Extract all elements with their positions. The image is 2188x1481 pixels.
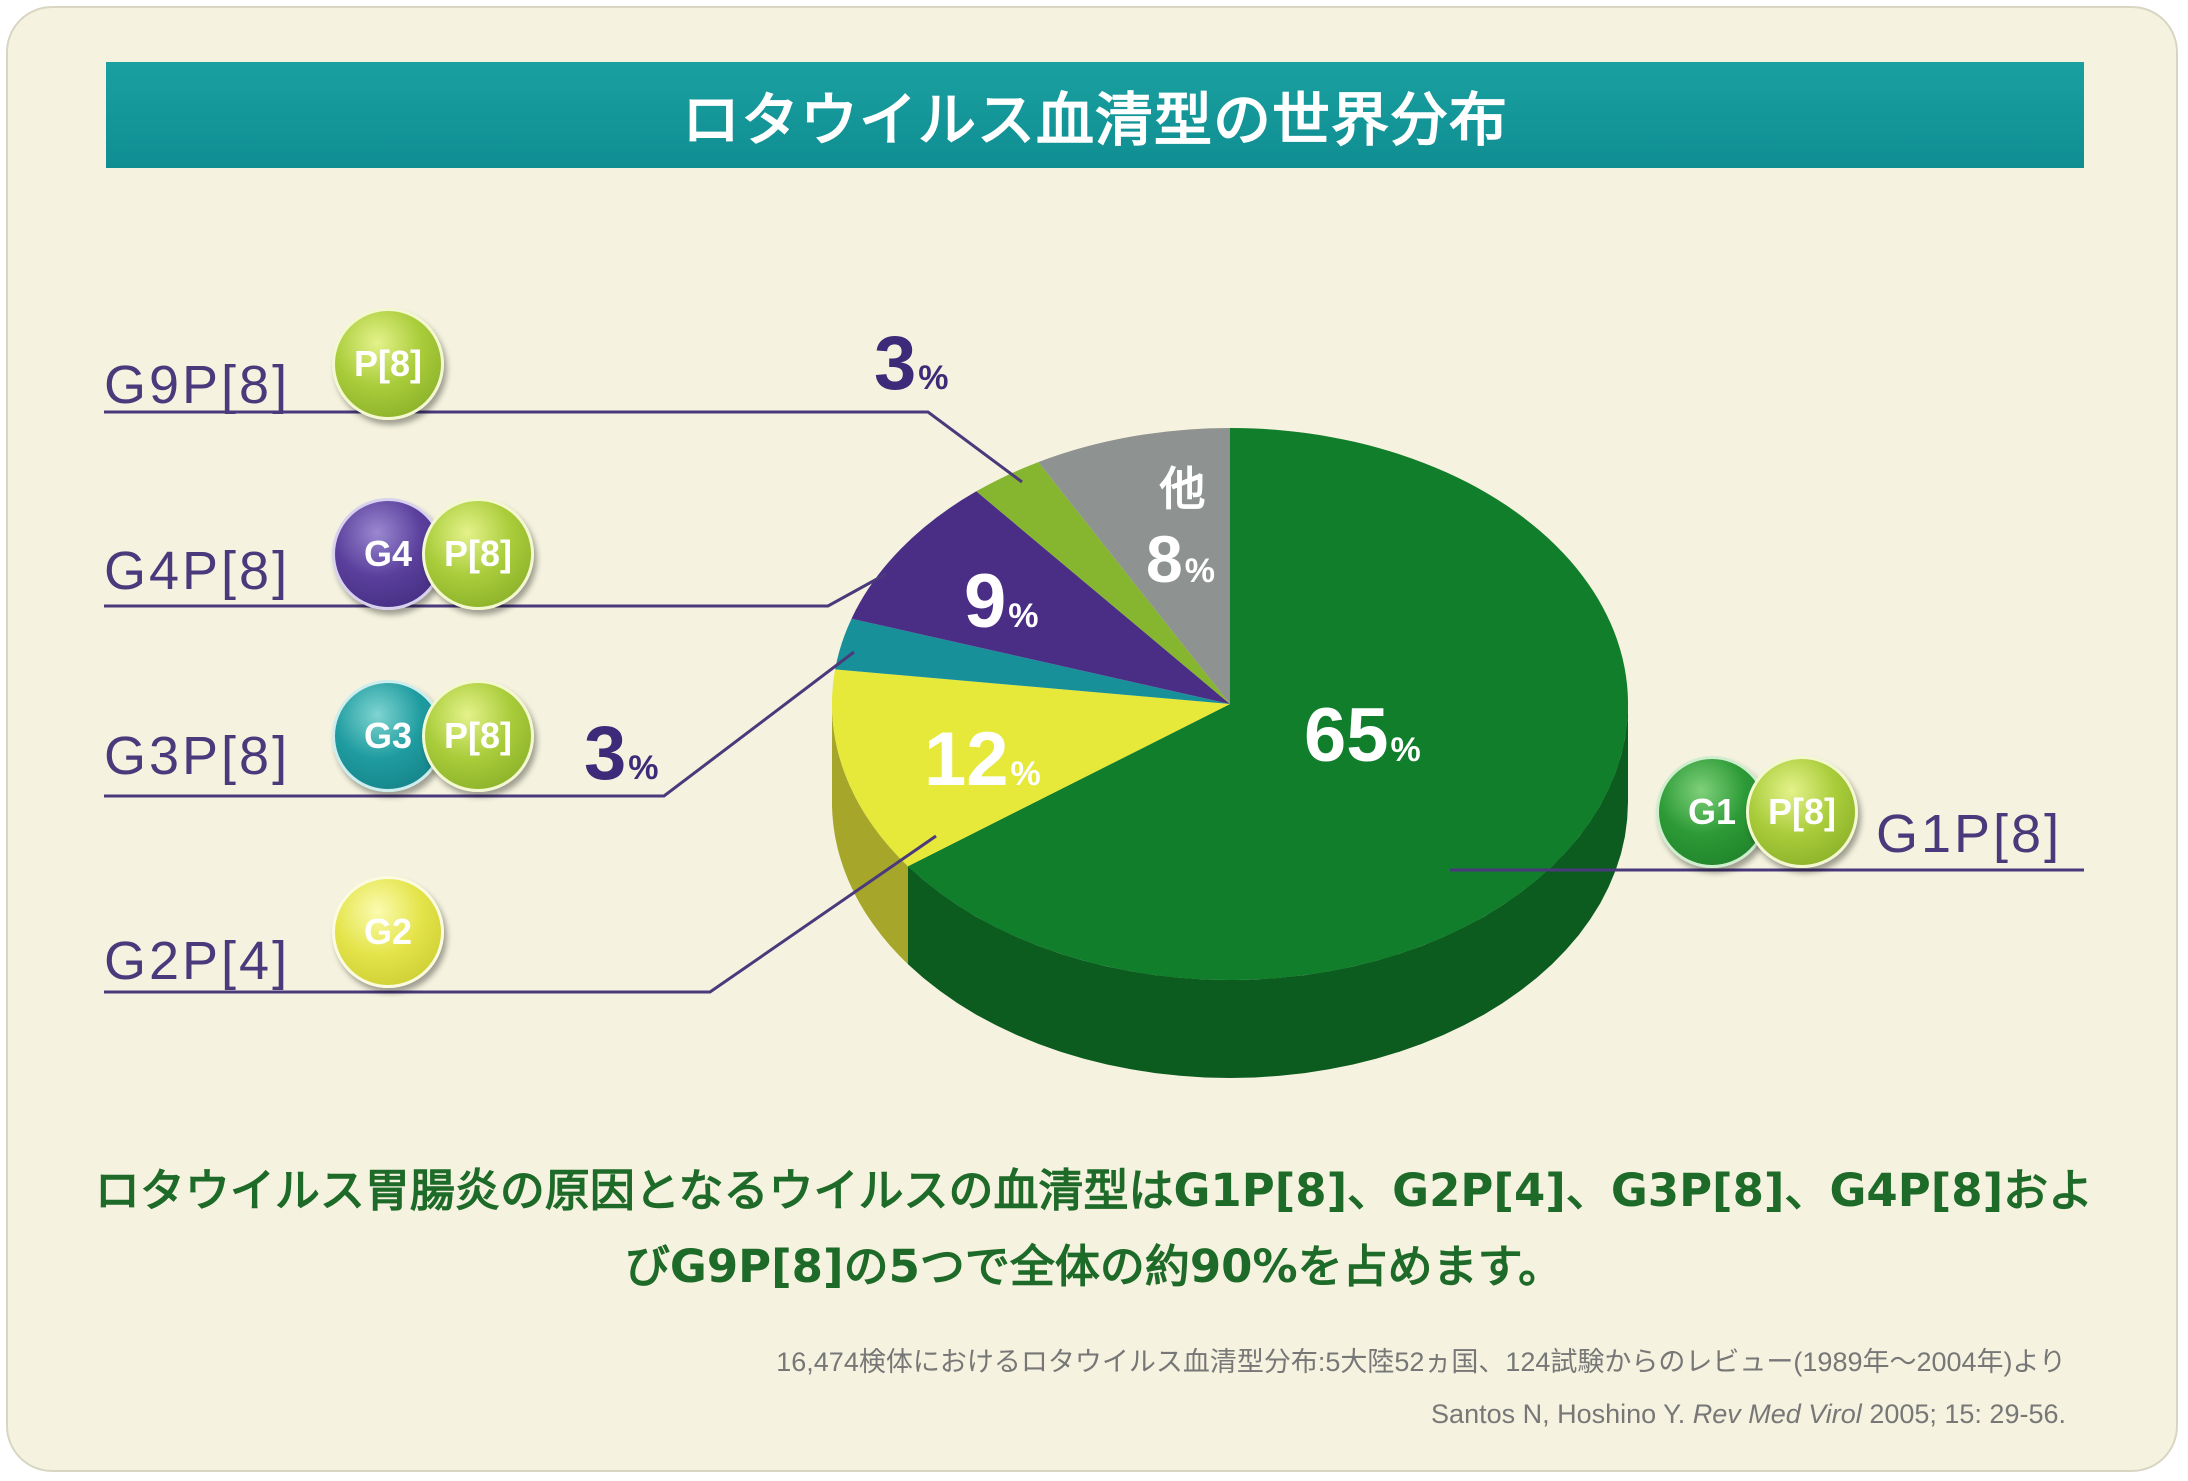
source-journal: Rev Med Virol: [1692, 1399, 1862, 1429]
pct-g9p8-value: 3: [874, 321, 917, 406]
pct-g2p4-unit: %: [1010, 755, 1041, 793]
pct-g2p4-value: 12: [924, 717, 1009, 802]
pie-slice-g9p8: [976, 462, 1230, 704]
label-g9p8: G9P[8]: [104, 355, 291, 415]
pie-slice-other: [1038, 428, 1230, 704]
pct-g4p8-value: 9: [964, 559, 1007, 644]
badge-g4p8-p8: P[8]: [422, 498, 534, 610]
pie-slice-g2p4: [831, 669, 1230, 867]
pct-other: 他 8%: [1146, 466, 1215, 592]
pct-g1p8: 65%: [1304, 698, 1421, 774]
source-authors: Santos N, Hoshino Y.: [1431, 1399, 1686, 1429]
label-g3p8: G3P[8]: [104, 726, 291, 786]
pct-g1p8-value: 65: [1304, 693, 1389, 778]
pct-other-unit: %: [1184, 552, 1215, 590]
pie-top: [831, 427, 1629, 980]
summary-line-2: びG9P[8]の5つで全体の約90%を占めます。: [624, 1240, 1564, 1293]
label-g2p4: G2P[4]: [104, 931, 291, 991]
pct-g4p8: 9%: [964, 564, 1039, 640]
pct-g2p4: 12%: [924, 722, 1041, 798]
title-bar: ロタウイルス血清型の世界分布: [106, 62, 2084, 168]
summary-text: ロタウイルス胃腸炎の原因となるウイルスの血清型はG1P[8]、G2P[4]、G3…: [68, 1153, 2120, 1305]
pie-slice-g1p8: [908, 427, 1629, 980]
pct-g3p8-value: 3: [584, 711, 627, 796]
badge-g9p8-p8: P[8]: [332, 308, 444, 420]
leader-line-g3p8: [104, 650, 855, 798]
pie-side-g2p4: [832, 704, 908, 965]
pct-other-value: 8: [1146, 522, 1183, 596]
pct-g4p8-unit: %: [1008, 597, 1039, 635]
source-citation: 16,474検体におけるロタウイルス血清型分布:5大陸52ヵ国、124試験からの…: [776, 1336, 2066, 1440]
chart-title: ロタウイルス血清型の世界分布: [681, 86, 1508, 154]
pie-chart: [104, 410, 2084, 1078]
pie-side-g1p8: [908, 704, 1628, 1078]
pct-g1p8-unit: %: [1390, 731, 1421, 769]
pie-slice-g4p8: [851, 491, 1230, 704]
card: ロタウイルス血清型の世界分布 G9P[8] G4P[8] G3P[8] G2P[…: [6, 6, 2178, 1472]
other-label: 他: [1159, 463, 1206, 515]
label-g1p8: G1P[8]: [1876, 804, 2063, 864]
label-g4p8: G4P[8]: [104, 541, 291, 601]
source-citation-detail: 2005; 15: 29-56.: [1869, 1399, 2066, 1429]
leader-line-g9p8: [104, 410, 1023, 484]
source-line-1: 16,474検体におけるロタウイルス血清型分布:5大陸52ヵ国、124試験からの…: [776, 1347, 2066, 1377]
pct-g9p8-unit: %: [918, 359, 949, 397]
leader-line-g2p4: [104, 834, 937, 994]
pie-side: [832, 704, 1628, 1078]
pct-g9p8: 3%: [874, 326, 949, 402]
source-line-2: Santos N, Hoshino Y. Rev Med Virol 2005;…: [776, 1388, 2066, 1440]
badge-g1p8-p8: P[8]: [1746, 756, 1858, 868]
leader-line-g4p8: [104, 572, 887, 608]
pie-slice-g3p8: [835, 618, 1230, 704]
badge-g2p4-g2: G2: [332, 876, 444, 988]
pct-g3p8: 3%: [584, 716, 659, 792]
summary-line-1: ロタウイルス胃腸炎の原因となるウイルスの血清型はG1P[8]、G2P[4]、G3…: [94, 1164, 2094, 1217]
pct-g3p8-unit: %: [628, 749, 659, 787]
badge-g3p8-p8: P[8]: [422, 680, 534, 792]
